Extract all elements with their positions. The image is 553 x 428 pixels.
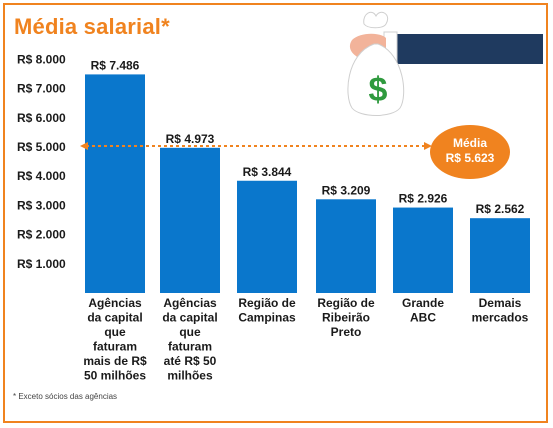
arrow-right-icon	[424, 142, 432, 150]
average-label: Média R$ 5.623	[446, 136, 495, 165]
bars	[85, 74, 530, 293]
x-axis-labels: Agências da capital que faturam mais de R$ 50…	[83, 296, 528, 383]
bar-value-label: R$ 3.844	[243, 165, 292, 179]
bar	[85, 74, 145, 293]
bag-tie-shape	[363, 11, 389, 29]
bar-value-label: R$ 4.973	[166, 132, 215, 146]
chart-title: Média salarial*	[14, 14, 170, 39]
footnote: * Exceto sócios das agências	[13, 392, 118, 401]
bar	[237, 180, 297, 293]
value-labels: R$ 7.486 R$ 4.973 R$ 3.844 R$ 3.209 R$ 2.926…	[91, 58, 525, 216]
y-tick-label: R$ 8.000	[17, 52, 66, 66]
bar-value-label: R$ 3.209	[322, 183, 371, 197]
bar	[316, 199, 376, 293]
x-category-label: Agências da capital que faturam até R$ 50 mil…	[162, 296, 217, 383]
x-category-label: Demais mercados	[472, 296, 529, 325]
y-tick-label: R$ 3.000	[17, 198, 66, 212]
dollar-sign-icon: $	[369, 71, 388, 109]
average-badge	[430, 125, 510, 179]
bag-body-shape	[347, 43, 405, 116]
y-tick-label: R$ 7.000	[17, 82, 66, 96]
bar	[160, 147, 220, 293]
y-tick-label: R$ 2.000	[17, 228, 66, 242]
x-category-label: Agências da capital que faturam mais de R$ 50…	[83, 296, 147, 383]
y-tick-label: R$ 4.000	[17, 169, 66, 183]
bar-value-label: R$ 7.486	[91, 58, 140, 72]
y-tick-label: R$ 5.000	[17, 140, 66, 154]
sleeve-shape	[393, 34, 543, 64]
bar-value-label: R$ 2.926	[399, 192, 448, 206]
y-axis: R$ 1.000 R$ 2.000 R$ 3.000 R$ 4.000 R$ 5.000…	[17, 52, 66, 270]
x-category-label: Região de Ribeirão Preto	[317, 296, 375, 339]
x-category-label: Região de Campinas	[238, 296, 296, 325]
bar	[393, 207, 453, 293]
x-category-label: Grande ABC	[402, 296, 444, 325]
bar	[470, 218, 530, 293]
chart-frame	[3, 3, 548, 423]
arrow-left-icon	[80, 142, 88, 150]
bar-value-label: R$ 2.562	[476, 202, 525, 216]
y-tick-label: R$ 1.000	[17, 257, 66, 271]
average-reference: Média R$ 5.623	[80, 125, 510, 179]
y-tick-label: R$ 6.000	[17, 111, 66, 125]
